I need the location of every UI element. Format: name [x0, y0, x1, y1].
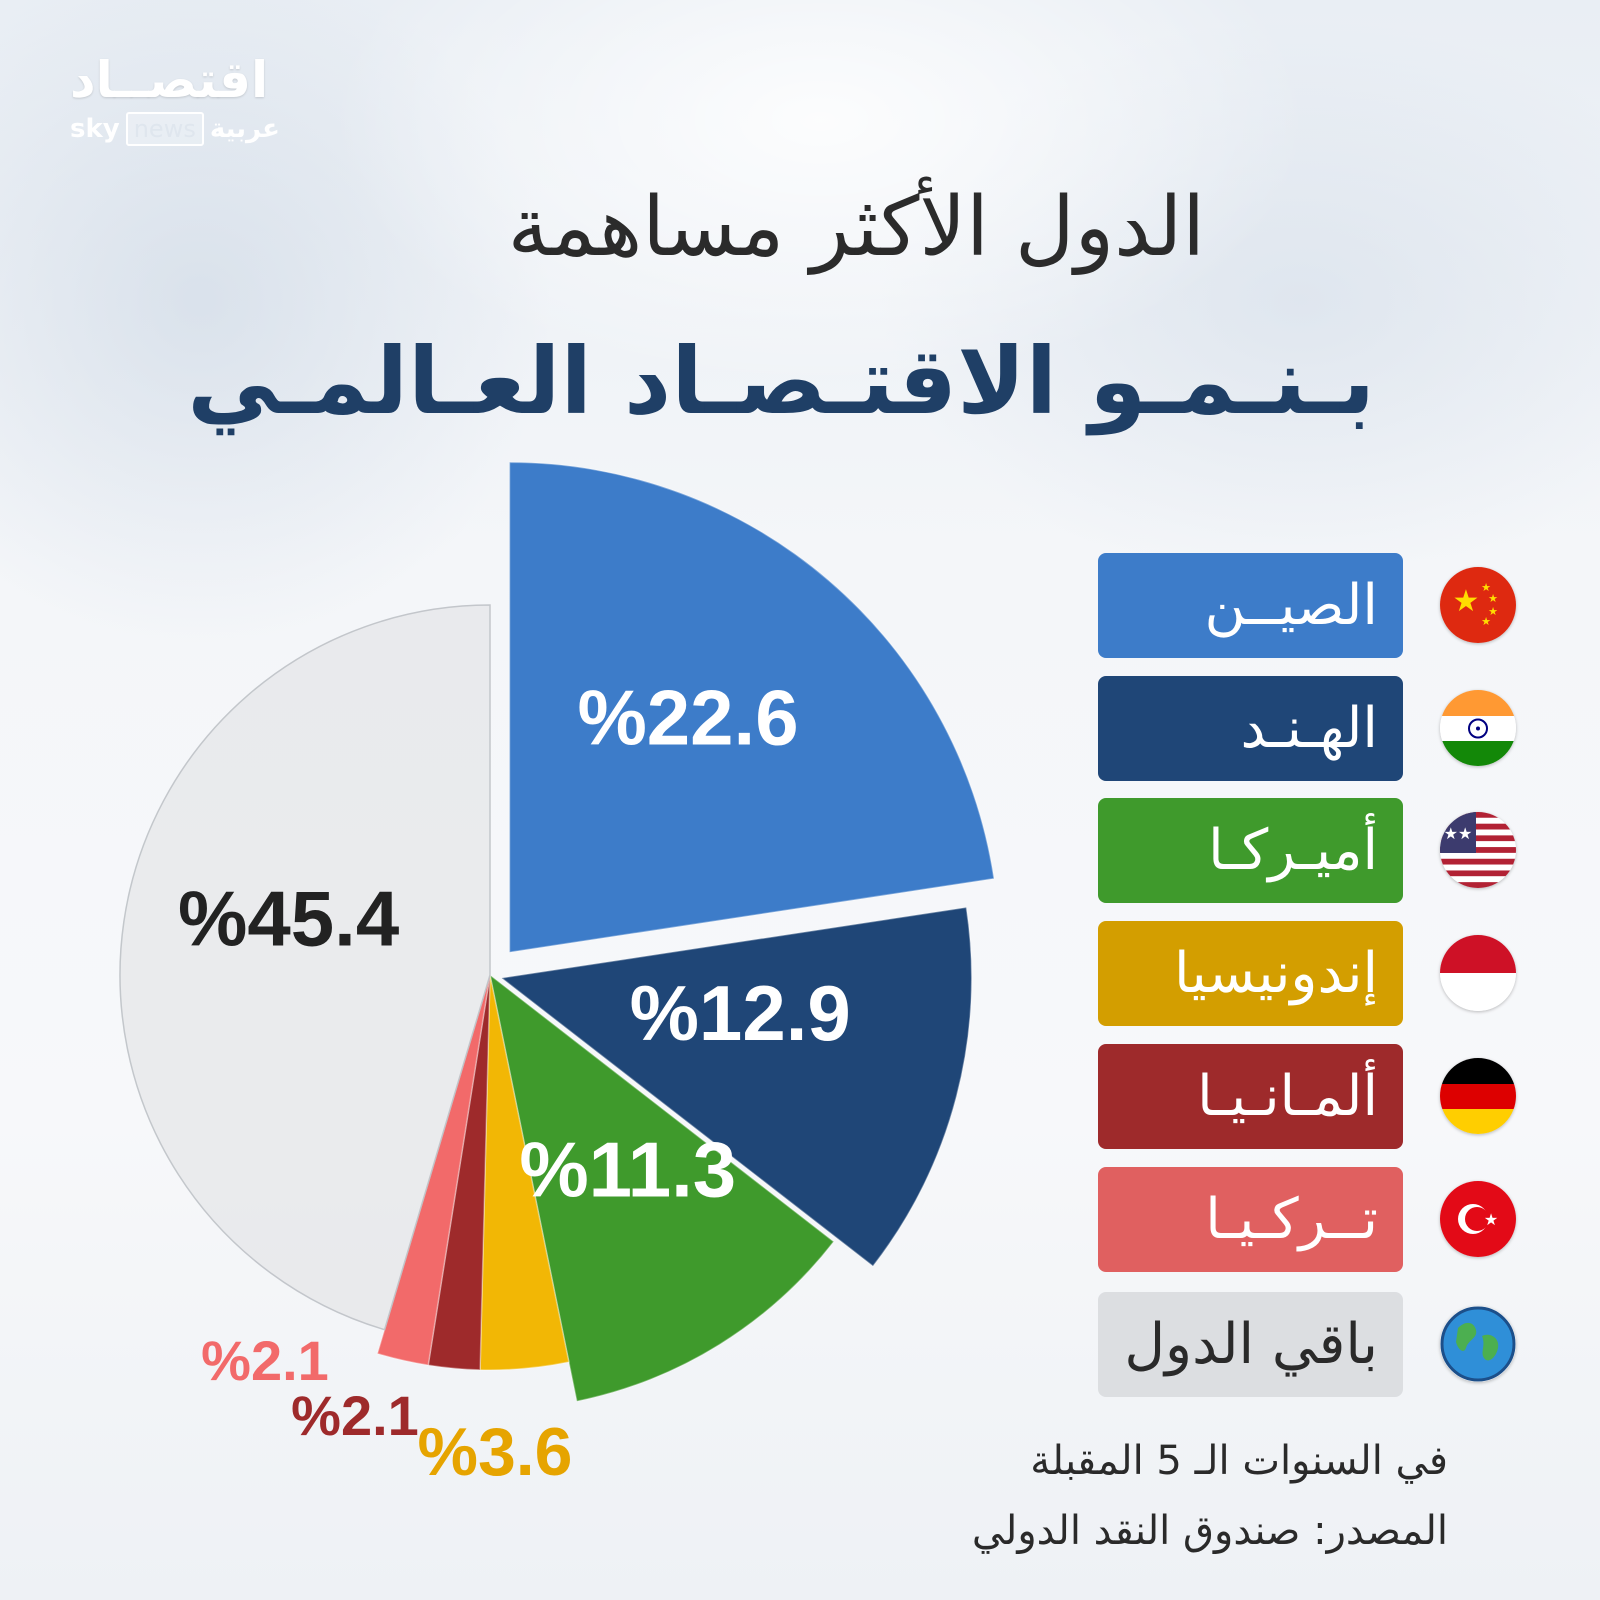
legend-item: إندونيسيا	[1098, 921, 1403, 1026]
svg-text:★: ★	[1453, 584, 1480, 619]
svg-text:★: ★	[1481, 581, 1491, 594]
legend-item: باقي الدول	[1098, 1292, 1403, 1397]
pie-slice	[427, 974, 491, 1371]
legend-item: الهـنـد	[1098, 676, 1403, 781]
pie-value-label: %12.9	[630, 969, 851, 1057]
logo-sky: sky	[70, 114, 120, 144]
indonesia-flag-icon	[1440, 935, 1516, 1011]
pie-value-label: %11.3	[519, 1126, 736, 1214]
title-line-1: الدول الأكثر مساهمة	[507, 180, 1205, 275]
legend-item: الصيــن	[1098, 553, 1403, 658]
source-note: المصدر: صندوق النقد الدولي	[971, 1508, 1448, 1554]
legend-item: أميـركـا	[1098, 798, 1403, 903]
globe-icon	[1440, 1306, 1516, 1382]
logo-news: news	[125, 112, 204, 146]
china-flag-icon: ★ ★ ★ ★ ★	[1440, 567, 1516, 643]
logo: اقتصــاد sky news عربية	[70, 52, 330, 146]
india-flag-icon	[1440, 690, 1516, 766]
logo-arabic-sub: عربية	[209, 114, 280, 144]
legend-item: تــركـيـا	[1098, 1167, 1403, 1272]
svg-text:★: ★	[1484, 1210, 1498, 1229]
pie-slice	[508, 461, 995, 954]
footnote: في السنوات الـ 5 المقبلة	[1030, 1438, 1448, 1484]
svg-text:★: ★	[1488, 592, 1498, 605]
usa-flag-icon: ★★	[1440, 812, 1516, 888]
logo-arabic: اقتصــاد	[70, 51, 269, 109]
pie-slice	[499, 906, 973, 1268]
pie-slice	[119, 604, 491, 1331]
title-line-2: بـنـمـو الاقتـصـاد العـالمـي	[187, 328, 1375, 435]
pie-slice	[488, 973, 835, 1403]
pie-value-label: %2.1	[291, 1384, 419, 1447]
pie-slice	[479, 974, 570, 1371]
pie-value-label: %22.6	[577, 674, 798, 762]
pie-value-label: %2.1	[201, 1329, 329, 1392]
pie-value-label: %3.6	[418, 1414, 573, 1490]
turkey-flag-icon: ★	[1440, 1181, 1516, 1257]
svg-text:★: ★	[1488, 605, 1498, 618]
pie-slice	[376, 974, 491, 1366]
svg-text:★★: ★★	[1444, 824, 1473, 843]
legend-item: ألمـانـيـا	[1098, 1044, 1403, 1149]
svg-text:★: ★	[1481, 615, 1491, 628]
germany-flag-icon	[1440, 1058, 1516, 1134]
logo-subline: sky news عربية	[70, 112, 330, 146]
pie-value-label: %45.4	[178, 875, 399, 963]
